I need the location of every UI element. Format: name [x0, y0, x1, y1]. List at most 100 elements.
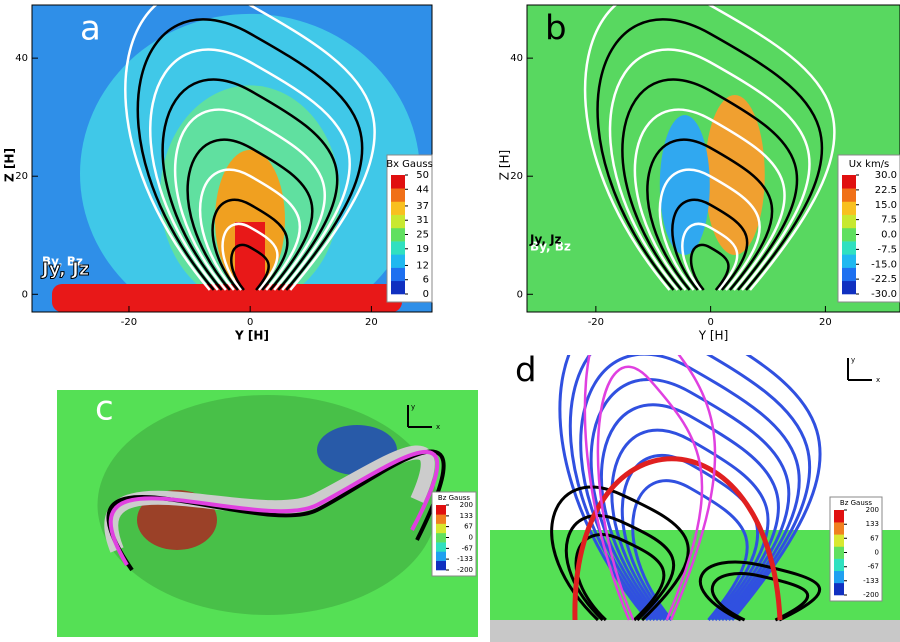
field-patch: [52, 284, 402, 312]
colorbar-swatch: [436, 514, 446, 524]
x-tick-label: 20: [819, 317, 832, 328]
field-line: [221, 222, 279, 291]
field-line: [568, 355, 812, 621]
field-line: [621, 78, 799, 291]
panel-label: b: [545, 9, 567, 49]
colorbar-swatch: [842, 280, 856, 295]
colorbar-tick-label: 37: [416, 201, 429, 212]
colorbar-tick-label: 67: [464, 523, 473, 531]
field-line: [583, 5, 836, 291]
colorbar-swatch: [834, 510, 844, 523]
field-line: [198, 168, 302, 291]
field-line: [564, 514, 676, 622]
colorbar-swatch: [391, 201, 405, 215]
x-tick-label: -20: [121, 317, 137, 328]
colorbar-tick-label: 200: [460, 501, 473, 509]
colorbar-swatch: [842, 241, 856, 255]
field-line: [633, 108, 786, 291]
colorbar-swatch: [391, 267, 405, 282]
colorbar-swatch: [391, 241, 405, 255]
field-line: [173, 108, 327, 291]
panel-label: c: [95, 389, 114, 429]
panel-label: d: [515, 351, 537, 391]
x-tick-label: -20: [588, 317, 604, 328]
field-line: [710, 572, 810, 622]
colorbar-tick-label: -30.0: [871, 289, 897, 300]
colorbar-swatch: [391, 227, 405, 242]
colorbar-swatch: [842, 254, 856, 268]
colorbar-swatch: [391, 175, 405, 189]
field-line: [230, 243, 270, 291]
field-line: [589, 378, 791, 621]
annotation: Jy, Jz: [40, 259, 89, 280]
x-axis-label: Y [H]: [698, 329, 729, 343]
y-tick-label: 20: [15, 171, 28, 182]
field-line: [558, 355, 822, 621]
colorbar-tick-label: 31: [416, 215, 429, 226]
colorbar-tick-label: 30.0: [875, 170, 897, 181]
colorbar-title: Bz Gauss: [438, 494, 470, 502]
colorbar-swatch: [834, 546, 844, 559]
panel-border: [526, 4, 900, 313]
colorbar-tick-label: 0.0: [881, 230, 897, 241]
annotation: By, Bz: [530, 240, 571, 254]
colorbar-tick-label: 133: [460, 512, 473, 520]
field-line: [646, 138, 774, 291]
colorbar-tick-label: 25: [416, 230, 429, 241]
colorbar-tick-label: -67: [868, 563, 879, 571]
colorbar-tick-label: 50: [416, 170, 429, 181]
field-line: [698, 560, 821, 622]
triad-label: x: [876, 376, 880, 384]
field-line: [583, 355, 717, 621]
field-line: [600, 403, 780, 621]
colorbar-title: Bz Gauss: [840, 499, 872, 507]
colorbar-tick-label: 0: [875, 549, 879, 557]
colorbar-tick-label: 0: [423, 289, 429, 300]
field-line: [106, 449, 446, 572]
x-tick-label: 20: [365, 317, 378, 328]
plot-area: [57, 390, 478, 637]
colorbar-tick-label: 19: [416, 244, 429, 255]
field-line: [136, 18, 364, 291]
colorbar-swatch: [391, 254, 405, 268]
triad-label: y: [851, 356, 855, 364]
y-tick-label: 0: [22, 289, 28, 300]
triad-label: y: [411, 403, 415, 411]
colorbar-swatch: [834, 558, 844, 572]
field-line: [211, 198, 289, 291]
field-line: [608, 48, 811, 291]
colorbar-swatch: [436, 523, 446, 534]
y-tick-label: 40: [15, 53, 28, 64]
colorbar-swatch: [834, 534, 844, 547]
colorbar-tick-label: -67: [462, 544, 473, 552]
field-patch: [704, 95, 765, 255]
colorbar-tick-label: 22.5: [875, 185, 897, 196]
colorbar-tick-label: 133: [866, 520, 879, 528]
field-line: [681, 222, 739, 291]
colorbar-tick-label: 0: [469, 534, 473, 542]
annotation: By, Bz: [42, 255, 83, 269]
field-line: [108, 450, 440, 567]
colorbar-tick-label: 12: [416, 260, 429, 271]
x-tick-label: 0: [707, 317, 713, 328]
field-line: [596, 365, 704, 621]
colorbar-swatch: [834, 522, 844, 535]
field-line: [620, 454, 760, 621]
field-line: [186, 138, 314, 291]
colorbar-swatch: [436, 505, 446, 515]
colorbar-tick-label: 44: [416, 184, 429, 195]
field-patch: [490, 620, 900, 642]
field-line: [572, 456, 783, 621]
colorbar-tick-label: 6: [423, 275, 429, 286]
colorbar-title: Bx Gauss: [386, 159, 433, 170]
annotation: Jy, Jz: [529, 233, 562, 247]
colorbar-tick-label: 67: [870, 534, 879, 542]
colorbar-swatch: [436, 551, 446, 562]
field-line: [161, 78, 339, 291]
y-tick-label: 20: [510, 171, 523, 182]
colorbar-swatch: [834, 582, 844, 596]
